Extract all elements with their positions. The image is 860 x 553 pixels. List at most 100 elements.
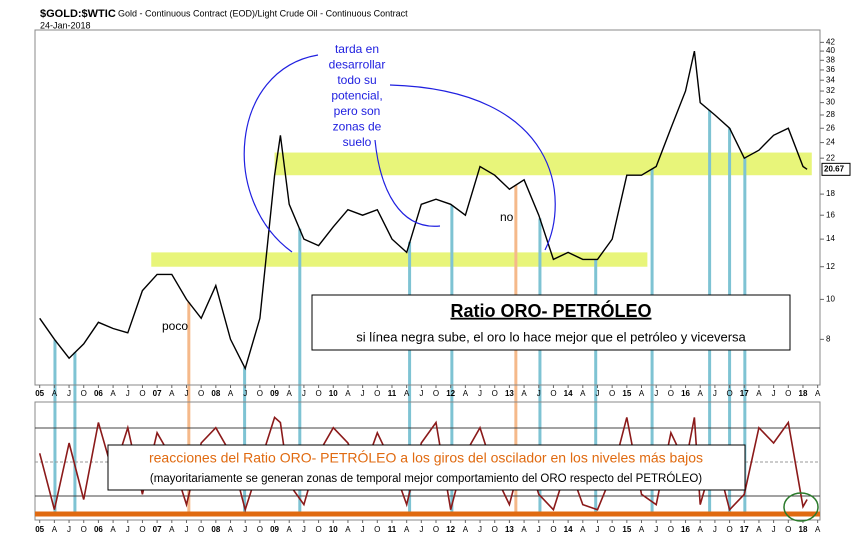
y-tick-label: 18 xyxy=(826,189,835,198)
x-tick-label: A xyxy=(815,525,821,534)
x-tick-label: 18 xyxy=(799,525,808,534)
x-tick-label: J xyxy=(361,389,365,398)
x-tick-label: 15 xyxy=(622,525,631,534)
x-tick-label: A xyxy=(287,389,293,398)
x-tick-label: O xyxy=(550,525,556,534)
annotation-line: potencial, xyxy=(331,89,382,103)
y-tick-label: 36 xyxy=(826,65,835,74)
x-tick-label: O xyxy=(726,389,732,398)
x-tick-label: J xyxy=(595,389,599,398)
x-tick-label: O xyxy=(374,525,380,534)
y-tick-label: 38 xyxy=(826,55,835,64)
x-tick-label: J xyxy=(67,525,71,534)
x-tick-label: J xyxy=(713,389,717,398)
last-value-box xyxy=(821,162,851,176)
y-tick-label: 14 xyxy=(826,234,835,243)
x-tick-label: A xyxy=(815,389,821,398)
chart-subtitle: Gold - Continuous Contract (EOD)/Light C… xyxy=(118,8,408,18)
x-tick-label: O xyxy=(433,389,439,398)
x-tick-label: 05 xyxy=(35,525,44,534)
x-tick-label: O xyxy=(81,525,87,534)
x-tick-label: O xyxy=(257,525,263,534)
x-tick-label: O xyxy=(785,389,791,398)
x-tick-label: O xyxy=(668,525,674,534)
x-tick-label: J xyxy=(478,389,482,398)
x-tick-label: A xyxy=(580,389,586,398)
x-tick-label: 14 xyxy=(564,525,573,534)
x-tick-label: 17 xyxy=(740,389,749,398)
x-tick-label: 07 xyxy=(153,525,162,534)
x-tick-label: 18 xyxy=(799,389,808,398)
osc-box xyxy=(107,444,746,491)
x-tick-label: 05 xyxy=(35,389,44,398)
x-tick-label: O xyxy=(668,389,674,398)
x-tick-label: A xyxy=(698,389,704,398)
x-tick-label: J xyxy=(302,525,306,534)
x-tick-label: A xyxy=(639,389,645,398)
x-tick-label: J xyxy=(537,525,541,534)
x-tick-label: 16 xyxy=(681,389,690,398)
chart-title: $GOLD:$WTIC xyxy=(40,8,116,20)
x-tick-label: 13 xyxy=(505,525,514,534)
x-tick-label: A xyxy=(345,525,351,534)
x-tick-label: 11 xyxy=(388,389,397,398)
last-value-label: 20.67 xyxy=(824,164,845,173)
x-tick-label: 11 xyxy=(388,525,397,534)
y-tick-label: 12 xyxy=(826,262,835,271)
annotation-line: tarda en xyxy=(335,42,379,56)
x-tick-label: A xyxy=(404,525,410,534)
x-tick-label: J xyxy=(243,525,247,534)
x-tick-label: 16 xyxy=(681,525,690,534)
box-title: Ratio ORO- PETRÓLEO xyxy=(450,300,651,321)
x-tick-label: 09 xyxy=(270,389,279,398)
chart-date: 24-Jan-2018 xyxy=(40,20,91,30)
x-tick-label: A xyxy=(698,525,704,534)
y-tick-label: 28 xyxy=(826,110,835,119)
x-tick-label: J xyxy=(595,525,599,534)
annotation-line: pero son xyxy=(334,104,381,118)
x-tick-label: A xyxy=(580,525,586,534)
x-tick-label: O xyxy=(609,389,615,398)
x-tick-label: O xyxy=(257,389,263,398)
x-tick-label: 06 xyxy=(94,389,103,398)
x-tick-label: A xyxy=(345,389,351,398)
x-tick-label: O xyxy=(609,525,615,534)
x-tick-label: A xyxy=(169,525,175,534)
box-text: si línea negra sube, el oro lo hace mejo… xyxy=(356,329,746,344)
y-tick-label: 26 xyxy=(826,123,835,132)
x-tick-label: 09 xyxy=(270,525,279,534)
x-tick-label: 12 xyxy=(446,525,455,534)
osc-text: (mayoritariamente se generan zonas de te… xyxy=(150,472,702,485)
annotation: no xyxy=(500,210,514,224)
x-tick-label: O xyxy=(550,389,556,398)
x-tick-label: J xyxy=(478,525,482,534)
x-tick-label: O xyxy=(433,525,439,534)
x-tick-label: J xyxy=(654,389,658,398)
x-tick-label: J xyxy=(713,525,717,534)
y-tick-label: 40 xyxy=(826,46,835,55)
annotation-line: desarrollar xyxy=(329,58,386,72)
y-tick-label: 16 xyxy=(826,210,835,219)
x-tick-label: O xyxy=(198,389,204,398)
x-tick-label: J xyxy=(184,389,188,398)
annotation-line: zonas de xyxy=(333,120,382,134)
arrow xyxy=(243,54,319,253)
x-tick-label: 10 xyxy=(329,525,338,534)
x-tick-label: A xyxy=(110,389,116,398)
x-tick-label: O xyxy=(315,389,321,398)
y-tick-label: 32 xyxy=(826,86,835,95)
x-tick-label: 14 xyxy=(564,389,573,398)
x-tick-label: 12 xyxy=(446,389,455,398)
x-tick-label: A xyxy=(404,389,410,398)
x-tick-label: A xyxy=(287,525,293,534)
y-tick-label: 8 xyxy=(826,334,831,343)
y-tick-label: 24 xyxy=(826,138,835,147)
bands xyxy=(151,152,812,267)
highlight-circle xyxy=(783,492,819,522)
y-tick-label: 22 xyxy=(826,153,835,162)
x-tick-label: A xyxy=(521,389,527,398)
x-tick-label: J xyxy=(419,389,423,398)
main-panel-frame xyxy=(34,29,821,386)
